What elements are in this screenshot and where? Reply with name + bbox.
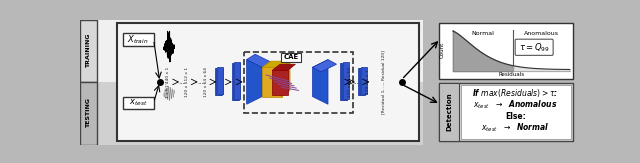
Bar <box>123 96 154 109</box>
Bar <box>244 52 353 113</box>
Bar <box>358 68 364 95</box>
Bar <box>281 53 301 62</box>
Bar <box>360 67 366 95</box>
Text: Count: Count <box>440 42 444 59</box>
Bar <box>461 85 571 139</box>
Bar <box>80 20 97 82</box>
Bar <box>234 63 239 99</box>
Polygon shape <box>282 61 290 96</box>
Bar <box>97 20 422 82</box>
Text: Else:: Else: <box>505 112 526 121</box>
Text: If $max(Residuals) > \tau$:: If $max(Residuals) > \tau$: <box>472 88 559 99</box>
Text: Residuals: Residuals <box>498 72 524 77</box>
Text: [Residual 1, ..., Residual 120]: [Residual 1, ..., Residual 120] <box>382 50 386 114</box>
Bar <box>123 33 154 46</box>
Bar <box>262 67 282 96</box>
Polygon shape <box>246 54 271 67</box>
Text: $x_{test}$  $\rightarrow$  Normal: $x_{test}$ $\rightarrow$ Normal <box>481 122 550 134</box>
Bar <box>232 63 238 100</box>
Polygon shape <box>312 60 328 104</box>
Bar <box>340 63 347 100</box>
Polygon shape <box>246 60 262 104</box>
Bar <box>216 67 223 95</box>
Bar <box>217 67 223 94</box>
Text: $x_{test}$  $\rightarrow$  Anomalous: $x_{test}$ $\rightarrow$ Anomalous <box>474 99 557 111</box>
Bar <box>80 82 97 145</box>
Bar <box>97 82 422 145</box>
Bar <box>439 83 573 141</box>
Text: 120 x 64 x 64: 120 x 64 x 64 <box>204 67 207 97</box>
Text: Detection: Detection <box>446 93 452 131</box>
Text: Normal: Normal <box>472 31 495 36</box>
Text: TRAINING: TRAINING <box>86 33 91 68</box>
Bar <box>439 83 459 141</box>
Bar <box>216 68 222 95</box>
Text: 1 x 61'440 x 1: 1 x 61'440 x 1 <box>166 66 170 97</box>
Polygon shape <box>272 64 296 70</box>
Text: CAE: CAE <box>283 54 298 60</box>
Bar <box>343 62 349 99</box>
Bar <box>234 62 241 99</box>
Polygon shape <box>312 60 337 72</box>
Text: $X_{train}$: $X_{train}$ <box>127 33 149 46</box>
Polygon shape <box>262 61 290 67</box>
Bar <box>359 68 365 95</box>
Text: $x_{test}$: $x_{test}$ <box>129 97 147 108</box>
Bar <box>341 63 348 100</box>
Text: Anomalous: Anomalous <box>524 31 559 36</box>
Bar <box>439 23 573 79</box>
Text: $\tau = Q_{99}$: $\tau = Q_{99}$ <box>518 41 550 53</box>
Bar <box>215 68 221 95</box>
Text: ...: ... <box>353 79 359 85</box>
Bar <box>360 67 367 94</box>
Text: 120 x 64 x 64: 120 x 64 x 64 <box>348 67 353 97</box>
Text: ...: ... <box>178 79 185 85</box>
Bar <box>117 23 419 141</box>
Bar <box>272 70 288 95</box>
Bar <box>233 63 239 100</box>
Text: 120 x 1 x 1: 120 x 1 x 1 <box>366 70 371 94</box>
Bar <box>342 63 348 99</box>
Text: 120 x 512 x 1: 120 x 512 x 1 <box>185 67 189 97</box>
Text: TESTING: TESTING <box>86 98 91 128</box>
Text: ...: ... <box>196 79 204 85</box>
FancyBboxPatch shape <box>515 39 553 55</box>
